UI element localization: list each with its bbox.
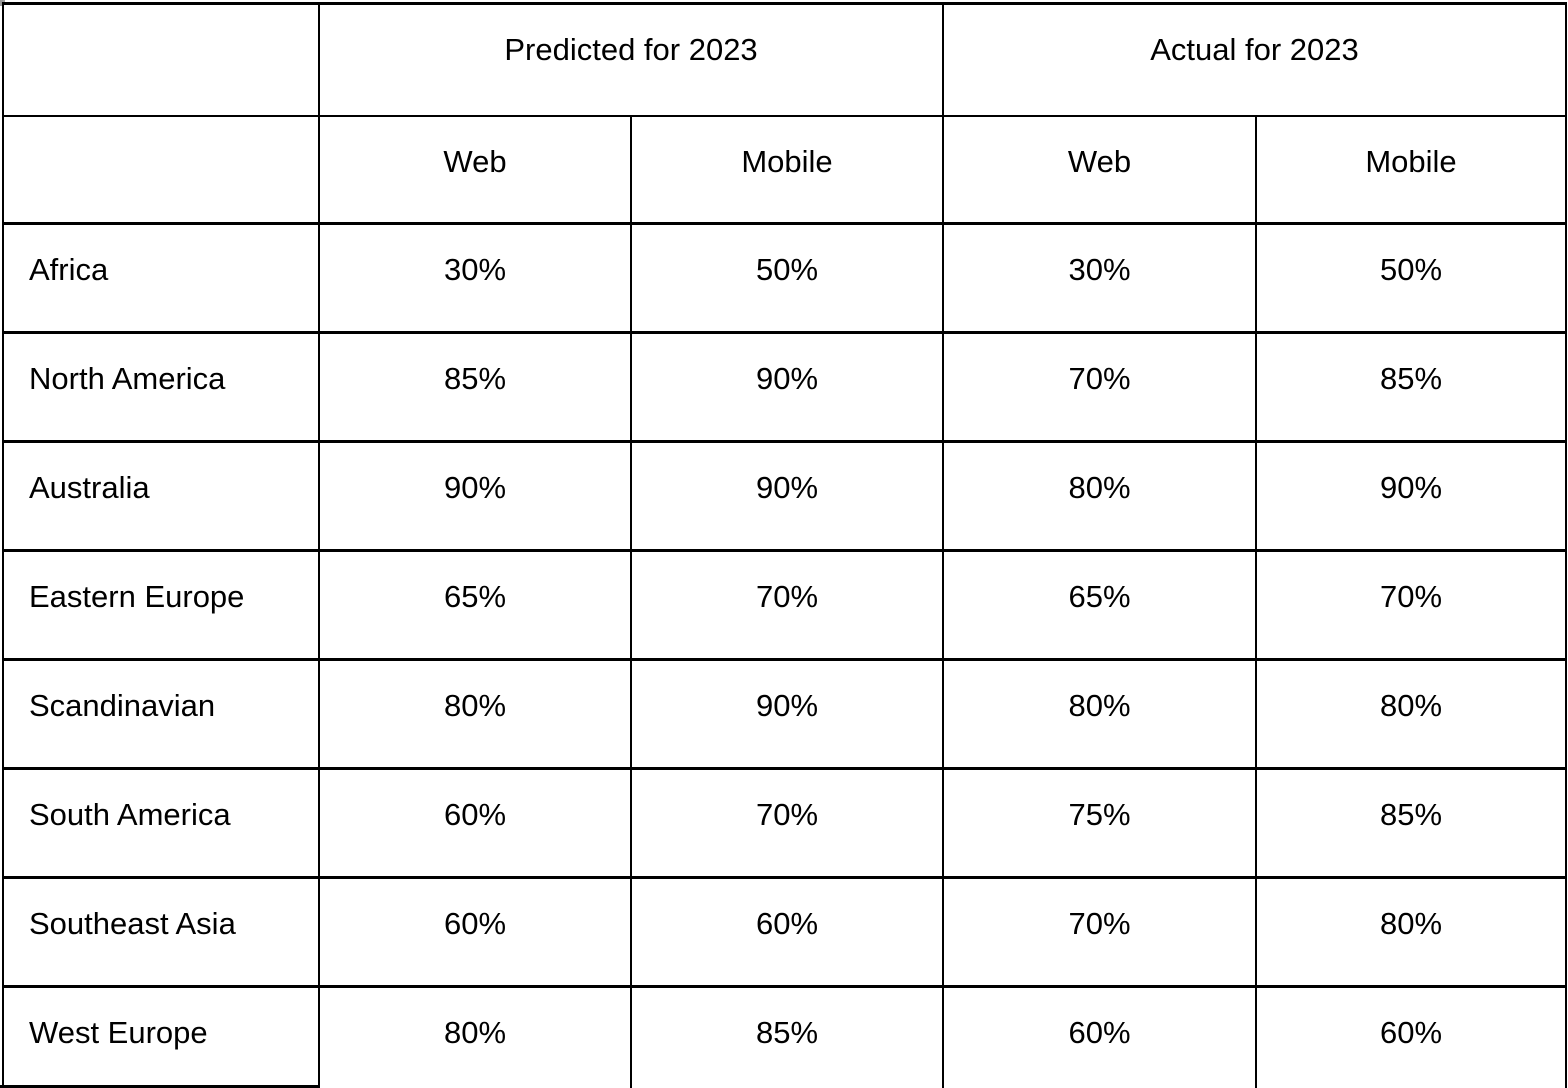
value-cell: 90% [629,440,945,552]
value-cell: 85% [1255,331,1568,443]
region-label: South America [2,767,320,879]
region-label: Africa [2,222,320,334]
value-cell: 70% [629,767,945,879]
corner-cell [2,2,320,117]
value-cell: 90% [1255,440,1568,552]
table-row: South America 60% 70% 75% 85% [2,767,1568,879]
value-cell: 60% [942,985,1258,1088]
col-header-actual-mobile: Mobile [1255,114,1568,225]
value-cell: 50% [629,222,945,334]
value-cell: 85% [1255,767,1568,879]
value-cell: 65% [318,549,632,661]
value-cell: 60% [318,767,632,879]
table-row: North America 85% 90% 70% 85% [2,331,1568,443]
value-cell: 30% [942,222,1258,334]
value-cell: 85% [318,331,632,443]
value-cell: 70% [1255,549,1568,661]
col-header-actual-web: Web [942,114,1258,225]
value-cell: 70% [629,549,945,661]
table-row: West Europe 80% 85% 60% 60% [2,985,1568,1088]
group-header-actual: Actual for 2023 [942,2,1568,117]
col-header-predicted-web: Web [318,114,632,225]
value-cell: 50% [1255,222,1568,334]
value-cell: 60% [318,876,632,988]
value-cell: 90% [629,331,945,443]
table-bottom-border-fragment [0,1085,318,1088]
value-cell: 70% [942,876,1258,988]
value-cell: 90% [629,658,945,770]
table-row: Scandinavian 80% 90% 80% 80% [2,658,1568,770]
value-cell: 60% [1255,985,1568,1088]
value-cell: 70% [942,331,1258,443]
value-cell: 30% [318,222,632,334]
value-cell: 80% [942,658,1258,770]
value-cell: 85% [629,985,945,1088]
col-header-predicted-mobile: Mobile [629,114,945,225]
value-cell: 80% [318,658,632,770]
group-header-predicted: Predicted for 2023 [317,2,945,117]
value-cell: 80% [1255,876,1568,988]
table-row: Australia 90% 90% 80% 90% [2,440,1568,552]
value-cell: 80% [1255,658,1568,770]
sub-header-row: Web Mobile Web Mobile [2,114,1568,225]
corner-cell-2 [2,114,320,225]
region-label: Australia [2,440,320,552]
table-row: Africa 30% 50% 30% 50% [2,222,1568,334]
region-label: Eastern Europe [2,549,320,661]
group-header-row: Predicted for 2023 Actual for 2023 [2,2,1568,117]
region-label: North America [2,331,320,443]
region-label: Scandinavian [2,658,320,770]
value-cell: 80% [318,985,632,1088]
value-cell: 60% [629,876,945,988]
value-cell: 65% [942,549,1258,661]
region-label: West Europe [2,985,320,1088]
table-row: Eastern Europe 65% 70% 65% 70% [2,549,1568,661]
value-cell: 80% [942,440,1258,552]
region-label: Southeast Asia [2,876,320,988]
table-row: Southeast Asia 60% 60% 70% 80% [2,876,1568,988]
value-cell: 90% [318,440,632,552]
value-cell: 75% [942,767,1258,879]
